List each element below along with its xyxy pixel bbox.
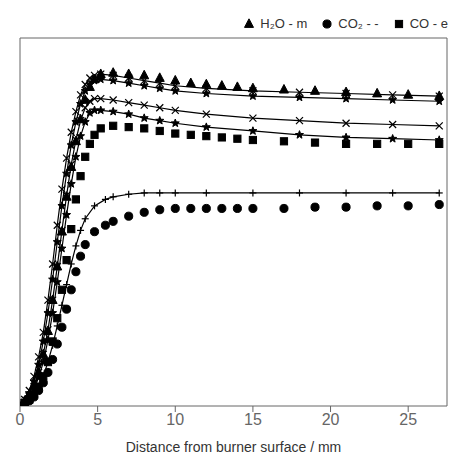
html-text:H₂O - m: H₂O - m — [260, 16, 308, 31]
svg-text:20: 20 — [322, 411, 340, 428]
svg-text:5: 5 — [93, 411, 102, 428]
svg-text:15: 15 — [244, 411, 262, 428]
svg-text:25: 25 — [399, 411, 417, 428]
html-text:CO - e: CO - e — [409, 16, 448, 31]
html-text:CO₂ - -: CO₂ - - — [338, 16, 379, 31]
svg-text:0: 0 — [16, 411, 25, 428]
svg-text:10: 10 — [166, 411, 184, 428]
svg-text:Distance from burner surface /: Distance from burner surface / mm — [126, 439, 342, 455]
